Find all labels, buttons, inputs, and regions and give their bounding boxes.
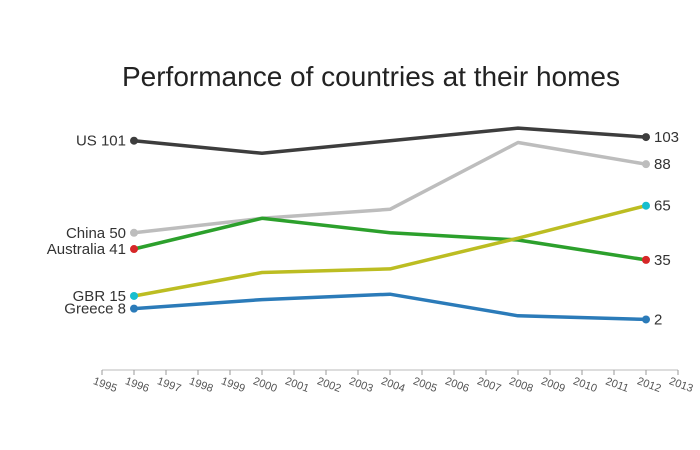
x-tick-label-1997: 1997: [155, 375, 182, 395]
series-end-label-australia: 35: [654, 252, 671, 269]
series-end-point-gbr: [642, 201, 650, 210]
x-tick-label-1998: 1998: [187, 375, 214, 395]
series-start-label-australia: Australia 41: [47, 241, 126, 258]
x-axis-ticks: 1995 1996 1997 1998 1999 2000 2001 2002 2003 2004…: [91, 370, 695, 395]
series-line-greece: [132, 292, 648, 322]
series-end-label-china: 88: [654, 156, 671, 173]
x-tick-label-2013: 2013: [667, 375, 694, 395]
x-tick-label-2005: 2005: [411, 375, 438, 395]
series-start-label-gbr: GBR 15: [73, 288, 126, 305]
x-tick-label-2004: 2004: [379, 375, 406, 395]
series-line-gbr: [132, 203, 648, 298]
series-line-australia: [132, 216, 648, 262]
chart-title: Performance of countries at their homes: [122, 61, 620, 92]
series-line-china: [132, 140, 648, 235]
x-tick-label-1996: 1996: [123, 375, 150, 395]
series-end-point-us: [642, 133, 650, 142]
series-start-point-us: [130, 136, 138, 145]
x-tick-label-2008: 2008: [507, 375, 534, 395]
series-start-point-china: [130, 228, 138, 237]
series-end-label-us: 103: [654, 129, 679, 146]
series-end-point-australia: [642, 255, 650, 264]
series-start-label-greece: Greece 8: [64, 301, 126, 318]
series-end-label-greece: 2: [654, 311, 662, 328]
series-start-label-us: US 101: [76, 133, 126, 150]
x-tick-label-2012: 2012: [635, 375, 662, 395]
series-line-us: [132, 126, 648, 156]
series-lines: [130, 126, 650, 324]
series-labels: US 101 103 China 50 88 Australia 41 35 GBR 15 6…: [47, 129, 679, 328]
series-end-point-china: [642, 160, 650, 169]
series-start-label-china: China 50: [66, 225, 126, 242]
x-tick-label-2003: 2003: [347, 375, 374, 395]
x-tick-label-2000: 2000: [251, 375, 278, 395]
series-end-point-greece: [642, 315, 650, 324]
x-tick-label-1999: 1999: [219, 375, 246, 395]
x-tick-label-1995: 1995: [91, 375, 118, 395]
x-tick-label-2007: 2007: [475, 375, 502, 395]
x-tick-label-2006: 2006: [443, 375, 470, 395]
series-end-label-gbr: 65: [654, 198, 671, 215]
series-start-point-gbr: [130, 291, 138, 300]
series-start-point-australia: [130, 245, 138, 254]
x-tick-label-2010: 2010: [571, 375, 598, 395]
x-tick-label-2011: 2011: [604, 375, 630, 394]
x-tick-label-2009: 2009: [539, 375, 566, 395]
x-tick-label-2001: 2001: [283, 375, 310, 395]
x-tick-label-2002: 2002: [315, 375, 342, 395]
series-start-point-greece: [130, 304, 138, 313]
